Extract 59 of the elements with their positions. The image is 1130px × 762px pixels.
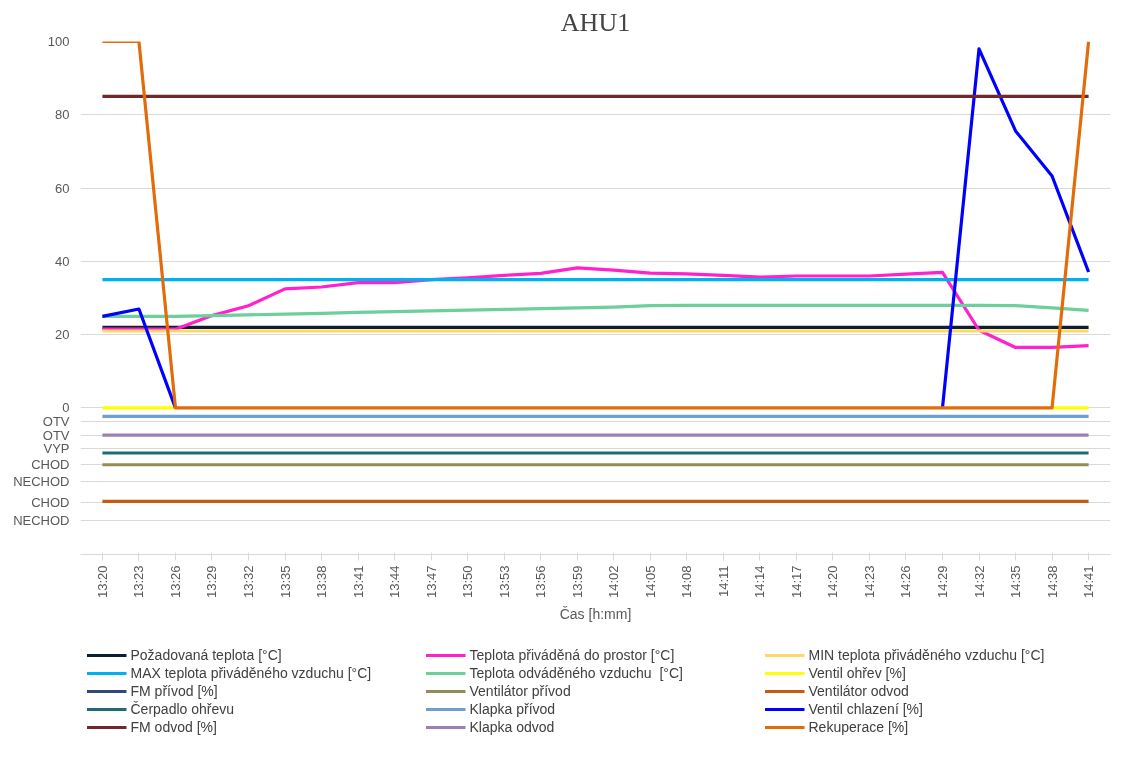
y-tick-label: CHOD xyxy=(31,494,70,510)
x-tick-label: 14:35 xyxy=(1008,565,1024,599)
y-tick-label: 100 xyxy=(47,34,70,49)
x-tick-label: 14:11 xyxy=(715,565,731,598)
chart-title: AHU1 xyxy=(560,7,631,37)
x-tick-label: 14:38 xyxy=(1044,565,1060,599)
x-tick-label: 14:08 xyxy=(679,565,695,599)
y-tick-label: OTV xyxy=(42,413,70,429)
x-tick-label: 14:02 xyxy=(606,565,622,599)
y-tick-label: 0 xyxy=(62,400,70,416)
x-tick-label: 13:29 xyxy=(204,565,220,599)
legend-label: FM odvod [%] xyxy=(130,718,218,736)
y-tick-label: VYP xyxy=(43,440,70,456)
x-tick-label: 14:17 xyxy=(788,565,804,599)
x-tick-label: 13:59 xyxy=(569,565,585,599)
x-tick-label: 14:20 xyxy=(825,565,841,599)
x-axis-title: Čas [h:mm] xyxy=(559,606,632,623)
legend-label: FM přívod [%] xyxy=(130,682,219,700)
legend-label: Ventilátor odvod xyxy=(808,682,910,700)
x-tick-label: 13:35 xyxy=(277,565,293,599)
x-tick-label: 14:26 xyxy=(898,565,914,599)
legend-label: Teplota přiváděná do prostor [°C] xyxy=(469,646,676,664)
y-tick-label: OTV xyxy=(42,427,70,443)
x-tick-label: 13:53 xyxy=(496,565,512,599)
x-tick-label: 13:50 xyxy=(460,565,476,599)
y-tick-label: 80 xyxy=(55,107,70,123)
x-tick-label: 13:38 xyxy=(314,565,330,599)
y-tick-label: 40 xyxy=(55,253,70,269)
x-tick-label: 14:29 xyxy=(934,565,950,599)
y-tick-label: 60 xyxy=(55,180,70,196)
x-tick-label: 14:32 xyxy=(971,565,987,599)
x-tick-label: 13:32 xyxy=(241,565,257,599)
x-tick-label: 13:26 xyxy=(167,565,183,599)
legend-label: Ventil chlazení [%] xyxy=(808,700,924,718)
legend-label: Ventilátor přívod xyxy=(469,682,572,700)
x-tick-label: 14:05 xyxy=(642,565,658,599)
legend-label: Požadovaná teplota [°C] xyxy=(130,646,283,664)
y-tick-label: NECHOD xyxy=(13,473,70,489)
x-tick-label: 13:41 xyxy=(350,565,366,599)
y-tick-label: NECHOD xyxy=(13,512,70,528)
x-tick-label: 13:47 xyxy=(423,565,439,599)
legend-label: Ventil ohřev [%] xyxy=(808,664,907,682)
y-tick-label: CHOD xyxy=(31,457,70,473)
legend-label: Klapka přívod xyxy=(469,700,557,718)
x-tick-label: 13:20 xyxy=(94,565,110,599)
x-tick-label: 14:23 xyxy=(861,565,877,599)
x-tick-label: 13:44 xyxy=(387,565,403,599)
x-tick-label: 14:14 xyxy=(752,565,768,599)
x-tick-label: 14:41 xyxy=(1081,565,1097,599)
x-tick-label: 13:56 xyxy=(533,565,549,599)
y-tick-label: 20 xyxy=(55,327,70,343)
legend-label: Rekuperace [%] xyxy=(808,718,910,736)
legend-label: Klapka odvod xyxy=(469,718,556,736)
legend-label: Čerpadlo ohřevu xyxy=(130,700,235,718)
line-series xyxy=(100,303,1091,318)
legend-label: MIN teplota přiváděného vzduchu [°C] xyxy=(808,646,1046,664)
x-tick-label: 13:23 xyxy=(131,565,147,599)
legend-label: Teplota odváděného vzduchu [°C] xyxy=(469,664,684,682)
legend-label: MAX teplota přiváděného vzduchu [°C] xyxy=(130,664,373,682)
